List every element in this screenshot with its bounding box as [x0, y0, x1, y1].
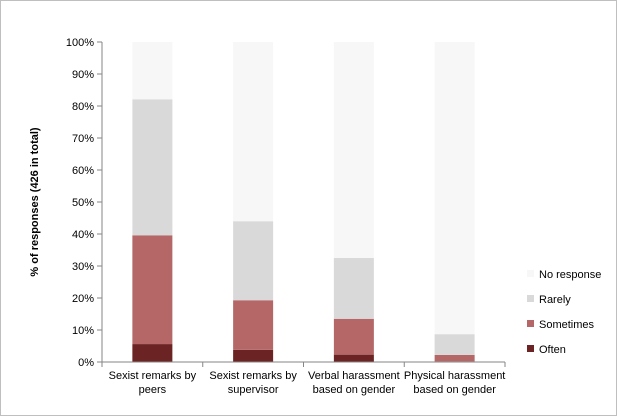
bar-segment-no-response	[434, 42, 475, 335]
bar-segment-rarely	[434, 334, 475, 355]
bar-segment-sometimes	[333, 318, 374, 355]
y-tick-label: 30%	[72, 261, 94, 273]
bar-segment-sometimes	[233, 300, 274, 350]
bar-segment-sometimes	[434, 354, 475, 362]
y-tick-label: 0%	[78, 357, 94, 369]
bar-segment-no-response	[333, 42, 374, 258]
bar-segment-often	[132, 344, 173, 362]
bars-layer	[132, 42, 475, 362]
bar-segment-no-response	[233, 42, 274, 222]
legend-swatch	[527, 320, 534, 327]
y-tick-label: 10%	[72, 325, 94, 337]
bar-segment-often	[233, 349, 274, 362]
y-tick-label: 60%	[72, 165, 94, 177]
x-axis: Sexist remarks by peers Sexist remarks by s…	[101, 361, 506, 396]
y-tick-label: 50%	[72, 197, 94, 209]
bar-segment-no-response	[132, 42, 173, 100]
bar-segment-often	[333, 354, 374, 362]
bar-segment-sometimes	[132, 235, 173, 345]
y-tick-label: 90%	[72, 69, 94, 81]
bar-segment-rarely	[132, 99, 173, 236]
x-tick-label: Sexist remarks by peers	[109, 370, 197, 396]
y-tick-label: 40%	[72, 229, 94, 241]
y-axis: 0% 10% 20% 30% 40% 50% 60% 70% 80% 90% 100%	[66, 37, 103, 369]
y-tick-label: 70%	[72, 133, 94, 145]
y-axis-label: % of responses (426 in total)	[29, 127, 41, 276]
y-tick-label: 100%	[66, 37, 94, 49]
legend-swatch	[527, 345, 534, 352]
legend-swatch	[527, 295, 534, 302]
legend-label: No response	[539, 269, 601, 281]
x-tick-label: Physical harassment based on gender	[404, 370, 506, 396]
x-tick-label: Verbal harassment based on gender	[308, 370, 400, 396]
bar-segment-rarely	[333, 258, 374, 319]
legend: No response Rarely Sometimes Often	[527, 269, 601, 356]
x-tick-label: Sexist remarks by supervisor	[209, 370, 297, 396]
bar-segment-rarely	[233, 221, 274, 301]
legend-label: Sometimes	[539, 319, 595, 331]
y-tick-label: 80%	[72, 101, 94, 113]
y-tick-label: 20%	[72, 293, 94, 305]
legend-swatch	[527, 270, 534, 277]
legend-label: Often	[539, 344, 566, 356]
legend-label: Rarely	[539, 294, 571, 306]
